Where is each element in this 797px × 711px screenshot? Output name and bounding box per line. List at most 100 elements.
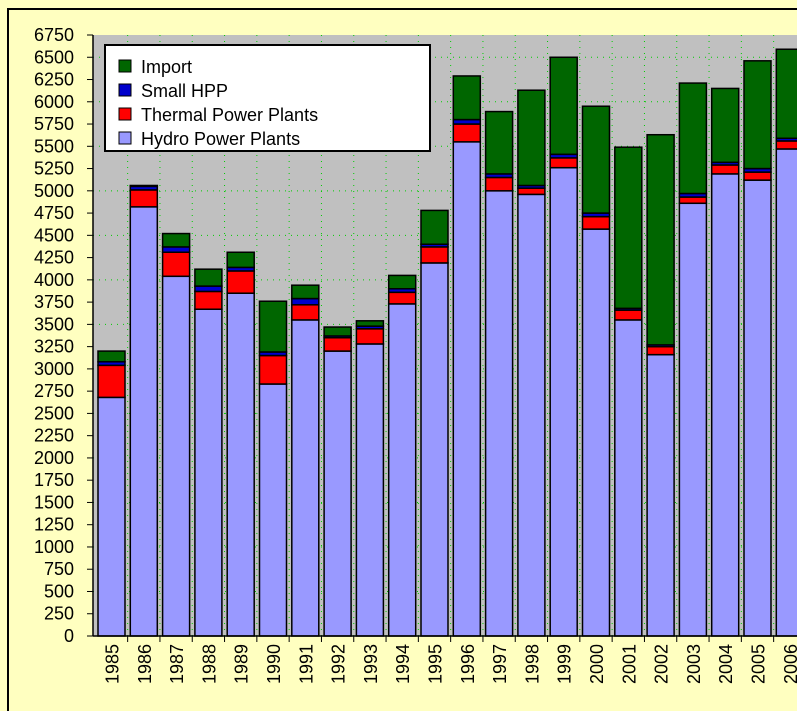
bar-segment bbox=[323, 326, 352, 337]
y-tick-label: 1000 bbox=[34, 537, 74, 557]
y-tick-label: 500 bbox=[44, 581, 74, 601]
bar-segment bbox=[452, 123, 482, 143]
y-tick-label: 1500 bbox=[34, 492, 74, 512]
y-tick-label: 2250 bbox=[34, 426, 74, 446]
legend-swatch bbox=[118, 59, 132, 73]
bar-segment bbox=[97, 350, 126, 363]
x-tick-label: 2004 bbox=[716, 644, 736, 684]
bar-segment bbox=[743, 171, 772, 181]
bar-segment bbox=[291, 284, 320, 300]
x-tick-label: 1985 bbox=[103, 644, 123, 684]
bar-segment bbox=[678, 196, 708, 205]
bar-segment bbox=[194, 268, 223, 287]
bar-segment bbox=[614, 146, 643, 310]
y-tick-label: 3500 bbox=[34, 314, 74, 334]
y-tick-label: 2750 bbox=[34, 381, 74, 401]
bar-segment bbox=[710, 164, 740, 175]
bar-segment bbox=[710, 173, 740, 637]
y-tick-label: 3000 bbox=[34, 359, 74, 379]
x-tick-label: 2002 bbox=[652, 644, 672, 684]
legend-label: Import bbox=[141, 57, 192, 77]
bar-segment bbox=[420, 262, 449, 637]
legend-swatch bbox=[118, 83, 132, 97]
bar-segment bbox=[678, 82, 708, 195]
bar-segment bbox=[355, 328, 385, 345]
bar-segment bbox=[129, 184, 159, 188]
bar-segment bbox=[323, 350, 352, 637]
y-tick-label: 3750 bbox=[34, 292, 74, 312]
bar-segment bbox=[646, 353, 675, 637]
bar-segment bbox=[291, 319, 320, 637]
x-tick-label: 2003 bbox=[684, 644, 704, 684]
bar-segment bbox=[517, 89, 546, 187]
x-tick-label: 1987 bbox=[167, 644, 187, 684]
bar-segment bbox=[161, 232, 191, 248]
y-tick-label: 5250 bbox=[34, 159, 74, 179]
bar-segment bbox=[581, 215, 611, 230]
bar-segment bbox=[226, 270, 255, 294]
bar-segment bbox=[355, 320, 385, 327]
y-tick-label: 4500 bbox=[34, 225, 74, 245]
bar-segment bbox=[291, 304, 320, 321]
x-tick-label: 1995 bbox=[426, 644, 446, 684]
bar-segment bbox=[775, 140, 797, 150]
bar-segment bbox=[549, 157, 578, 169]
legend-swatch bbox=[118, 107, 132, 121]
x-tick-label: 1986 bbox=[135, 644, 155, 684]
x-tick-label: 2005 bbox=[749, 644, 769, 684]
y-tick-label: 0 bbox=[64, 626, 74, 646]
bar-segment bbox=[323, 336, 352, 352]
x-tick-label: 1996 bbox=[458, 644, 478, 684]
bar-segment bbox=[161, 251, 191, 278]
y-tick-label: 4750 bbox=[34, 203, 74, 223]
bar-segment bbox=[387, 303, 417, 637]
legend-label: Thermal Power Plants bbox=[141, 105, 318, 125]
y-tick-label: 2000 bbox=[34, 448, 74, 468]
bar-segment bbox=[517, 187, 546, 196]
y-tick-label: 5750 bbox=[34, 114, 74, 134]
x-tick-label: 2001 bbox=[619, 644, 639, 684]
y-tick-label: 750 bbox=[44, 559, 74, 579]
y-tick-label: 2500 bbox=[34, 403, 74, 423]
y-tick-label: 6750 bbox=[34, 25, 74, 45]
bar-segment bbox=[194, 285, 223, 293]
legend-swatch bbox=[118, 131, 132, 145]
x-tick-label: 1990 bbox=[264, 644, 284, 684]
bar-segment bbox=[614, 309, 643, 321]
bar-segment bbox=[194, 290, 223, 310]
bar-segment bbox=[646, 345, 675, 356]
x-tick-label: 1992 bbox=[329, 644, 349, 684]
bar-segment bbox=[581, 105, 611, 214]
y-tick-label: 4250 bbox=[34, 248, 74, 268]
x-tick-label: 1998 bbox=[522, 644, 542, 684]
bar-segment bbox=[452, 75, 482, 121]
bar-segment bbox=[646, 133, 675, 346]
bar-segment bbox=[161, 246, 191, 254]
y-tick-label: 5500 bbox=[34, 136, 74, 156]
bar-segment bbox=[291, 297, 320, 306]
y-tick-label: 6500 bbox=[34, 47, 74, 67]
y-tick-label: 1750 bbox=[34, 470, 74, 490]
bar-segment bbox=[161, 275, 191, 637]
legend-box bbox=[104, 44, 431, 152]
bar-segment bbox=[581, 228, 611, 637]
bar-segment bbox=[194, 308, 223, 637]
bar-segment bbox=[678, 202, 708, 637]
y-tick-label: 6250 bbox=[34, 70, 74, 90]
bar-segment bbox=[97, 364, 126, 399]
bar-segment bbox=[484, 110, 514, 175]
bar-segment bbox=[484, 190, 514, 637]
bar-segment bbox=[258, 354, 288, 385]
bar-segment bbox=[710, 87, 740, 164]
x-tick-label: 2000 bbox=[587, 644, 607, 684]
x-tick-label: 1993 bbox=[361, 644, 381, 684]
bar-segment bbox=[743, 60, 772, 170]
y-tick-label: 1250 bbox=[34, 515, 74, 535]
bar-segment bbox=[775, 48, 797, 140]
bar-segment bbox=[258, 300, 288, 353]
bar-segment bbox=[355, 343, 385, 637]
bar-segment bbox=[226, 292, 255, 637]
y-tick-label: 4000 bbox=[34, 270, 74, 290]
y-tick-label: 250 bbox=[44, 604, 74, 624]
